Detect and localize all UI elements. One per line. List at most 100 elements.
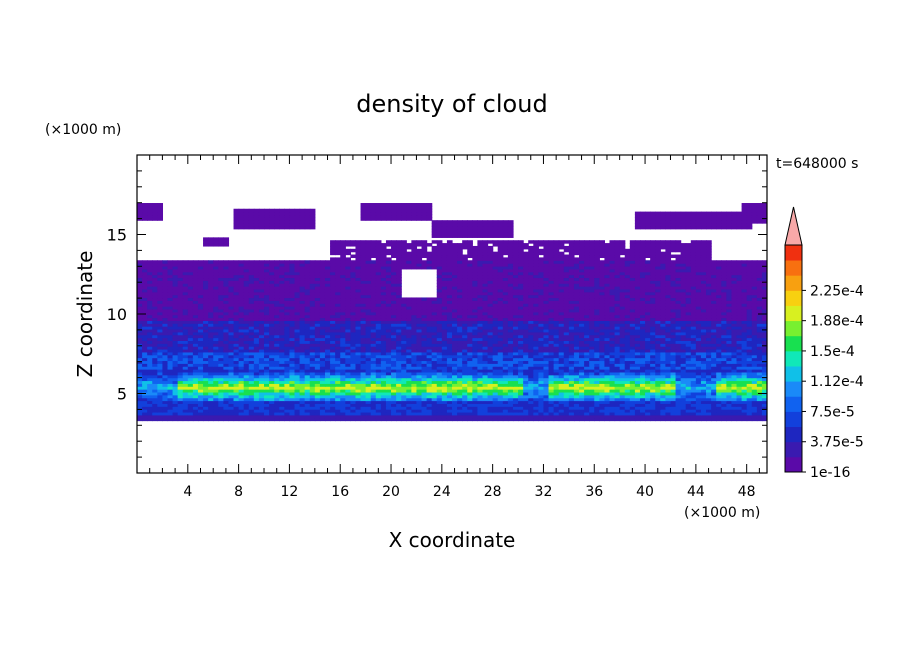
contour-cell [426,363,433,367]
contour-cell [609,411,616,416]
contour-cell [487,377,494,382]
contour-cell [751,414,758,419]
contour-cell [736,380,743,384]
contour-cell [228,403,235,407]
contour-cell [233,323,240,327]
contour-cell [614,334,621,339]
contour-cell [563,417,570,422]
contour-cell [599,411,606,416]
contour-cell [345,374,351,379]
contour-cell [197,314,204,319]
contour-cell [385,411,392,416]
contour-cell [426,320,433,324]
contour-cell [716,411,722,416]
contour-cell [680,320,687,324]
contour-cell [731,334,738,339]
contour-cell [507,369,514,373]
contour-cell [396,357,402,362]
contour-cell [756,326,763,330]
contour-cell [487,331,494,336]
contour-cell [248,363,255,367]
contour-cell [147,371,153,376]
contour-cell [452,328,458,333]
contour-cell [238,357,245,362]
contour-cell [436,306,443,310]
contour-cell [385,334,392,339]
contour-cell [218,369,224,373]
contour-cell [380,357,387,362]
contour-cell [533,409,539,413]
contour-cell [746,377,753,382]
contour-cell [660,397,666,402]
contour-cell [568,348,575,353]
contour-cell [584,409,590,413]
contour-cell [563,389,570,393]
contour-cell [665,340,672,344]
contour-cell [218,348,224,353]
contour-cell [706,360,712,364]
contour-cell [518,371,524,376]
contour-cell [309,386,316,390]
contour-cell [208,377,214,382]
contour-cell [675,320,682,324]
contour-cell [258,314,265,319]
contour-cell [304,311,311,316]
contour-cell [665,386,672,390]
contour-cell [396,314,402,319]
contour-cell [289,331,296,336]
contour-cell [538,326,545,330]
contour-cell [441,320,448,324]
contour-cell [187,360,194,364]
contour-cell [477,414,484,419]
contour-cell [192,334,199,339]
contour-cell [624,366,631,370]
contour-cell [558,351,565,356]
contour-cell [406,323,412,327]
contour-cell [472,363,479,367]
contour-cell [218,343,224,347]
contour-cell [406,391,412,396]
contour-cell [665,311,672,316]
contour-cell [309,411,316,416]
contour-cell [502,409,509,413]
contour-cell [584,380,590,384]
contour-cell [177,380,184,384]
contour-cell [365,400,372,404]
contour-cell [436,323,443,327]
contour-cell [172,314,179,319]
contour-cell [228,411,235,416]
contour-cell [650,357,656,362]
contour-cell [391,357,397,362]
contour-cell [452,351,458,356]
contour-cell [218,414,224,419]
contour-cell [416,414,423,419]
contour-cell [563,369,570,373]
contour-cell [314,417,321,422]
contour-cell [716,343,722,347]
contour-cell [716,311,722,316]
contour-cell [441,346,448,350]
contour-cell [477,371,484,376]
contour-cell [660,348,666,353]
contour-cell [761,337,767,341]
contour-cell [411,340,418,344]
contour-cell [457,343,463,347]
contour-cell [599,348,606,353]
contour-cell [284,323,291,327]
contour-cell [736,363,743,367]
contour-cell [258,409,265,413]
contour-cell [182,331,189,336]
contour-cell [258,363,265,367]
contour-cell [172,366,179,370]
contour-cell [548,383,555,387]
contour-cell [528,346,534,350]
contour-cell [721,394,727,399]
contour-cell [589,366,595,370]
contour-cell [223,317,230,321]
contour-cell [579,331,585,336]
contour-cell [375,323,382,327]
contour-cell [360,326,367,330]
contour-cell [721,314,727,319]
contour-cell [289,383,296,387]
contour-cell [335,351,341,356]
